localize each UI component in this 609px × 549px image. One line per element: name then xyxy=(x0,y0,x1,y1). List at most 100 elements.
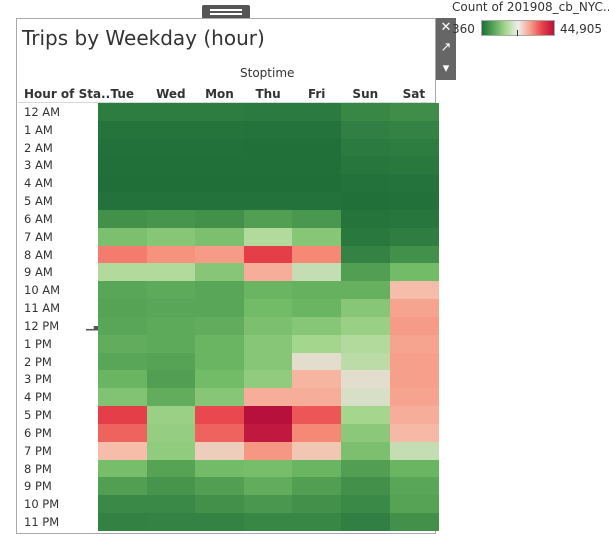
heatmap-cell[interactable] xyxy=(292,352,342,371)
heatmap-cell[interactable] xyxy=(195,156,245,175)
heatmap-cell[interactable] xyxy=(243,209,293,229)
heatmap-cell[interactable] xyxy=(292,477,342,496)
heatmap-cell[interactable] xyxy=(292,156,342,175)
heatmap-cell[interactable] xyxy=(341,316,391,336)
heatmap-cell[interactable] xyxy=(146,513,196,532)
heatmap-cell[interactable] xyxy=(341,227,391,247)
heatmap-cell[interactable] xyxy=(98,209,148,229)
heatmap-cell[interactable] xyxy=(341,513,391,532)
heatmap-cell[interactable] xyxy=(243,441,293,461)
heatmap-cell[interactable] xyxy=(341,192,391,211)
heatmap-cell[interactable] xyxy=(243,316,293,336)
heatmap-cell[interactable] xyxy=(389,441,439,461)
heatmap-cell[interactable] xyxy=(243,227,293,247)
heatmap-cell[interactable] xyxy=(341,120,391,140)
heatmap-cell[interactable] xyxy=(195,513,245,532)
heatmap-cell[interactable] xyxy=(292,299,342,318)
heatmap-cell[interactable] xyxy=(195,477,245,496)
heatmap-cell[interactable] xyxy=(243,352,293,371)
heatmap-cell[interactable] xyxy=(243,423,293,443)
heatmap-cell[interactable] xyxy=(243,477,293,496)
heatmap-cell[interactable] xyxy=(341,495,391,514)
heatmap-cell[interactable] xyxy=(389,352,439,371)
heatmap-cell[interactable] xyxy=(389,281,439,300)
drag-handle[interactable] xyxy=(202,5,250,19)
heatmap-cell[interactable] xyxy=(292,423,342,443)
heatmap-cell[interactable] xyxy=(146,352,196,371)
heatmap-cell[interactable] xyxy=(292,370,342,389)
heatmap-cell[interactable] xyxy=(389,406,439,425)
heatmap-cell[interactable] xyxy=(195,388,245,407)
heatmap-cell[interactable] xyxy=(389,388,439,407)
heatmap-cell[interactable] xyxy=(146,192,196,211)
heatmap-cell[interactable] xyxy=(389,245,439,264)
heatmap-cell[interactable] xyxy=(389,227,439,247)
heatmap-cell[interactable] xyxy=(243,406,293,425)
heatmap-cell[interactable] xyxy=(341,459,391,478)
heatmap-cell[interactable] xyxy=(292,513,342,532)
heatmap-cell[interactable] xyxy=(389,477,439,496)
heatmap-cell[interactable] xyxy=(98,103,148,122)
heatmap-cell[interactable] xyxy=(341,441,391,461)
heatmap-cell[interactable] xyxy=(146,441,196,461)
heatmap-cell[interactable] xyxy=(146,316,196,336)
heatmap-cell[interactable] xyxy=(292,263,342,282)
heatmap-cell[interactable] xyxy=(195,316,245,336)
heatmap-cell[interactable] xyxy=(243,103,293,122)
heatmap-cell[interactable] xyxy=(292,495,342,514)
heatmap-cell[interactable] xyxy=(389,209,439,229)
heatmap-cell[interactable] xyxy=(146,299,196,318)
heatmap-cell[interactable] xyxy=(292,441,342,461)
heatmap-cell[interactable] xyxy=(98,192,148,211)
heatmap-cell[interactable] xyxy=(146,281,196,300)
heatmap-cell[interactable] xyxy=(292,227,342,247)
heatmap-cell[interactable] xyxy=(98,370,148,389)
heatmap-cell[interactable] xyxy=(341,103,391,122)
heatmap-cell[interactable] xyxy=(195,281,245,300)
heatmap-cell[interactable] xyxy=(389,370,439,389)
heatmap-cell[interactable] xyxy=(292,209,342,229)
heatmap-cell[interactable] xyxy=(243,513,293,532)
heatmap-cell[interactable] xyxy=(389,316,439,336)
heatmap-cell[interactable] xyxy=(98,174,148,193)
heatmap-cell[interactable] xyxy=(243,281,293,300)
heatmap-cell[interactable] xyxy=(341,370,391,389)
heatmap-cell[interactable] xyxy=(98,245,148,264)
heatmap-cell[interactable] xyxy=(243,156,293,175)
heatmap-cell[interactable] xyxy=(195,406,245,425)
heatmap-cell[interactable] xyxy=(146,138,196,157)
heatmap-cell[interactable] xyxy=(292,245,342,264)
heatmap-cell[interactable] xyxy=(341,209,391,229)
heatmap-cell[interactable] xyxy=(146,370,196,389)
heatmap-cell[interactable] xyxy=(341,156,391,175)
heatmap-cell[interactable] xyxy=(389,513,439,532)
heatmap-cell[interactable] xyxy=(195,227,245,247)
heatmap-cell[interactable] xyxy=(243,120,293,140)
heatmap-cell[interactable] xyxy=(341,245,391,264)
heatmap-cell[interactable] xyxy=(341,281,391,300)
heatmap-cell[interactable] xyxy=(292,120,342,140)
heatmap-cell[interactable] xyxy=(292,406,342,425)
heatmap-cell[interactable] xyxy=(292,138,342,157)
heatmap-cell[interactable] xyxy=(341,477,391,496)
heatmap-cell[interactable] xyxy=(98,281,148,300)
heatmap-cell[interactable] xyxy=(146,495,196,514)
heatmap-cell[interactable] xyxy=(98,334,148,354)
heatmap-cell[interactable] xyxy=(243,334,293,354)
heatmap-cell[interactable] xyxy=(98,423,148,443)
heatmap-cell[interactable] xyxy=(292,174,342,193)
heatmap-cell[interactable] xyxy=(98,441,148,461)
heatmap-cell[interactable] xyxy=(389,495,439,514)
heatmap-cell[interactable] xyxy=(98,156,148,175)
heatmap-cell[interactable] xyxy=(341,388,391,407)
heatmap-cell[interactable] xyxy=(341,423,391,443)
heatmap-cell[interactable] xyxy=(341,263,391,282)
heatmap-cell[interactable] xyxy=(389,299,439,318)
heatmap-cell[interactable] xyxy=(195,370,245,389)
heatmap-cell[interactable] xyxy=(146,334,196,354)
heatmap-cell[interactable] xyxy=(292,334,342,354)
close-icon[interactable]: ✕ xyxy=(440,20,452,35)
sort-icon[interactable]: ▁▃▅ xyxy=(86,320,109,331)
heatmap-cell[interactable] xyxy=(292,192,342,211)
heatmap-cell[interactable] xyxy=(146,406,196,425)
